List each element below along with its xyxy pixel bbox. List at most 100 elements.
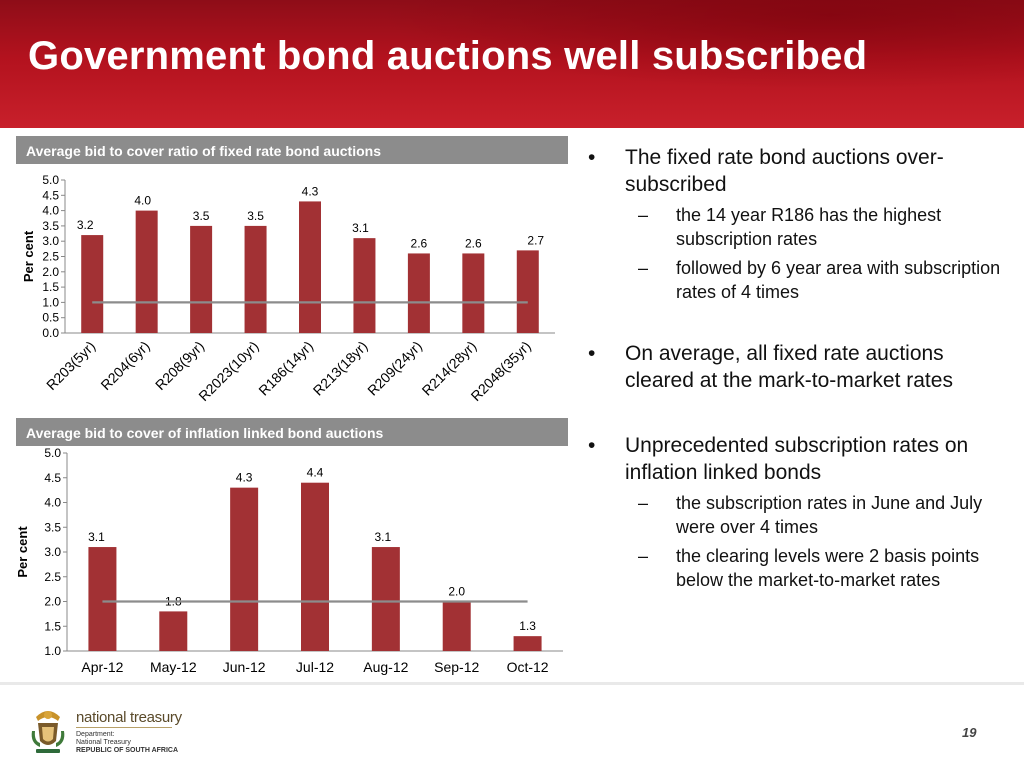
category-label: Jun-12 (223, 659, 266, 675)
sub-bullet-text: the clearing levels were 2 basis points … (676, 546, 980, 590)
y-tick-label: 2.5 (42, 250, 59, 264)
data-label: 2.0 (448, 585, 465, 599)
data-label: 1.3 (519, 619, 536, 633)
logo-wordmark: national treasury (76, 709, 182, 726)
dash-symbol: – (638, 258, 649, 278)
category-label: R204(6yr) (97, 338, 152, 393)
slide-title: Government bond auctions well subscribed (28, 34, 868, 78)
logo-rule (76, 727, 172, 728)
bullet-symbol: • (588, 342, 596, 365)
title-banner: Government bond auctions well subscribed (0, 0, 1024, 128)
bar (513, 636, 542, 651)
data-label: 4.3 (236, 471, 253, 485)
y-tick-label: 2.0 (44, 595, 61, 609)
bullet-symbol: • (588, 146, 596, 169)
y-tick-label: 0.0 (42, 326, 59, 340)
y-tick-label: 3.0 (42, 234, 59, 248)
sub-bullet-item: – followed by 6 year area with subscript… (584, 256, 1014, 304)
category-label: R208(9yr) (152, 338, 207, 393)
category-label: Sep-12 (434, 659, 479, 675)
bar (299, 201, 321, 333)
data-label: 4.4 (307, 466, 324, 480)
data-label: 3.1 (375, 530, 392, 544)
bar (81, 235, 104, 333)
logo-subtext: Department: National Treasury REPUBLIC O… (76, 731, 178, 755)
bar (230, 487, 259, 651)
bar (190, 225, 213, 333)
sub-bullet-text: the subscription rates in June and July … (676, 493, 983, 537)
data-label: 3.1 (88, 530, 105, 544)
y-tick-label: 2.0 (42, 265, 59, 279)
data-label: 3.2 (77, 218, 94, 232)
sub-bullet-item: – the subscription rates in June and Jul… (584, 491, 1014, 539)
logo-line: National Treasury (76, 739, 131, 746)
y-tick-label: 3.5 (42, 219, 59, 233)
y-tick-label: 3.0 (44, 545, 61, 559)
y-tick-label: 5.0 (44, 446, 61, 460)
bullet-item: • Unprecedented subscription rates on in… (584, 432, 1014, 486)
data-label: 2.6 (411, 236, 428, 250)
data-label: 2.6 (465, 236, 482, 250)
bullet-text: Unprecedented subscription rates on infl… (625, 434, 969, 484)
bar (371, 547, 400, 651)
page-number: 19 (962, 725, 977, 740)
y-tick-label: 4.5 (44, 471, 61, 485)
category-label: May-12 (150, 659, 197, 675)
data-label: 2.7 (527, 233, 544, 247)
sub-bullet-item: – the clearing levels were 2 basis point… (584, 544, 1014, 592)
y-tick-label: 1.0 (42, 295, 59, 309)
y-tick-label: 4.0 (42, 204, 59, 218)
dash-symbol: – (638, 493, 649, 513)
chart2-title: Average bid to cover of inflation linked… (16, 418, 568, 446)
category-label: Aug-12 (363, 659, 408, 675)
bar (88, 547, 117, 651)
bullet-text: The fixed rate bond auctions over-subscr… (625, 146, 944, 196)
sub-bullet-item: – the 14 year R186 has the highest subsc… (584, 203, 1014, 251)
category-label: Oct-12 (507, 659, 549, 675)
bar (159, 611, 188, 651)
sub-bullet-text: the 14 year R186 has the highest subscri… (676, 205, 942, 249)
category-label: R203(5yr) (43, 338, 98, 393)
category-label: R186(14yr) (255, 338, 316, 399)
data-label: 4.0 (134, 194, 151, 208)
data-label: 3.1 (352, 221, 369, 235)
logo-line: REPUBLIC OF SOUTH AFRICA (76, 747, 179, 754)
data-label: 3.5 (247, 209, 264, 223)
bar (407, 253, 430, 333)
bullet-symbol: • (588, 434, 596, 457)
bullet-item: • The fixed rate bond auctions over-subs… (584, 144, 1014, 198)
bar (301, 482, 329, 651)
inflation-linked-bid-cover-chart: 1.0 1.5 2.0 2.5 3.0 3.5 4.0 4.5 5.0 Per cent 3.1 Ap… (15, 446, 563, 675)
y-tick-label: 1.5 (44, 619, 61, 633)
y-tick-label: 4.0 (44, 496, 61, 510)
bullet-text: On average, all fixed rate auctions clea… (625, 342, 953, 392)
bar (135, 210, 158, 333)
data-label: 3.5 (193, 209, 210, 223)
y-tick-label: 0.5 (42, 311, 59, 325)
dash-symbol: – (638, 546, 649, 566)
bullet-list: • The fixed rate bond auctions over-subs… (584, 140, 1014, 592)
y-tick-label: 1.0 (44, 644, 61, 658)
category-label: Jul-12 (296, 659, 334, 675)
chart1-title: Average bid to cover ratio of fixed rate… (16, 136, 568, 164)
category-label: R209(24yr) (364, 338, 425, 399)
footer: national treasury Department: National T… (0, 682, 1024, 771)
bar (462, 253, 485, 333)
y-tick-label: 4.5 (42, 188, 59, 202)
bar (244, 225, 267, 333)
y-axis-title: Per cent (15, 526, 30, 578)
sub-bullet-text: followed by 6 year area with subscriptio… (676, 258, 1001, 302)
y-tick-label: 5.0 (42, 173, 59, 187)
y-tick-label: 2.5 (44, 570, 61, 584)
category-label: Apr-12 (81, 659, 123, 675)
category-label: R213(18yr) (310, 338, 371, 399)
bar (353, 238, 376, 333)
y-tick-label: 3.5 (44, 520, 61, 534)
y-axis-title: Per cent (21, 230, 36, 282)
bullet-item: • On average, all fixed rate auctions cl… (584, 340, 1014, 394)
logo-line: Department: (76, 731, 115, 738)
bar (516, 250, 539, 333)
y-tick-label: 1.5 (42, 280, 59, 294)
bar (442, 601, 471, 651)
